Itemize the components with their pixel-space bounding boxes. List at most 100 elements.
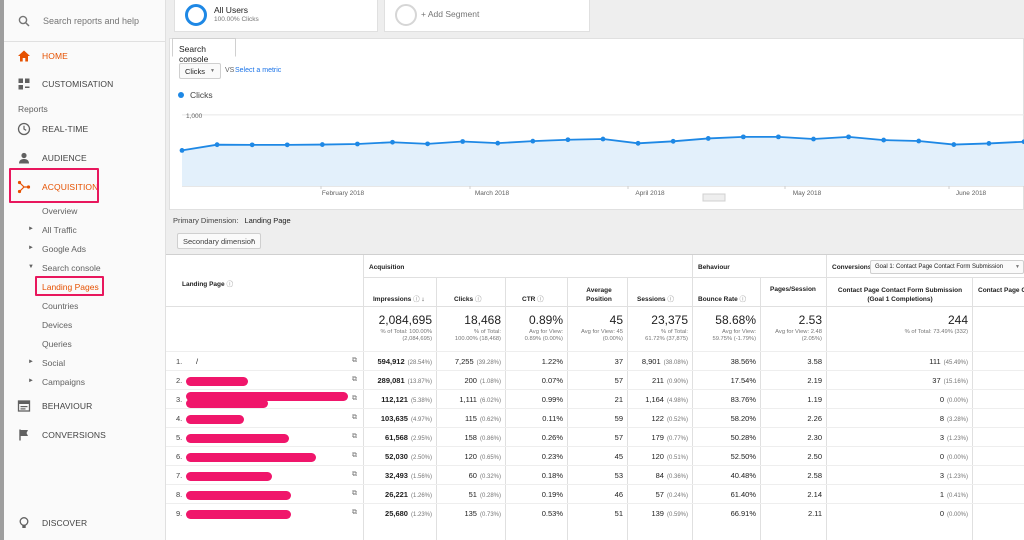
external-link-icon[interactable]: ⧉ <box>352 395 357 402</box>
goal-cell-value: 0 <box>939 452 944 461</box>
impressions-header[interactable]: Impressions ⓘ ↓ <box>373 293 425 303</box>
position-cell: 57 <box>614 433 623 442</box>
nav-acquisition[interactable]: ACQUISITION <box>4 175 165 199</box>
impressions-cell-value: 52,030 <box>385 452 408 461</box>
impressions-cell-value: 103,635 <box>380 414 408 423</box>
ctr-header[interactable]: CTR ⓘ <box>522 293 544 303</box>
goal-cell-value: 1 <box>939 490 944 499</box>
total-impressions-sub1: % of Total: 100.00% <box>380 329 432 335</box>
sessions-cell: 84 (0.36%) <box>627 471 688 480</box>
sub-all-traffic[interactable]: ► All Traffic <box>28 225 77 235</box>
empty-segment-ring-icon <box>395 4 417 26</box>
clicks-cell-pct: (0.28%) <box>479 493 501 499</box>
external-link-icon[interactable]: ⧉ <box>352 509 357 516</box>
nav-audience-label: AUDIENCE <box>42 153 87 163</box>
data-point <box>846 134 851 140</box>
table-row[interactable]: 7. ⧉ 32,493 (1.56%) 60 (0.32%) 0.18% 53 84 (0.36%… <box>166 465 1024 484</box>
table-row[interactable]: 1. / ⧉ 594,912 (28.54%) 7,255 (39.28%) 1.22% 37 8… <box>166 351 1024 370</box>
add-segment-button[interactable]: + Add Segment <box>384 0 590 32</box>
bounce-rate-header[interactable]: Bounce Rate ⓘ <box>698 293 746 303</box>
ctr-cell: 0.53% <box>541 509 563 518</box>
external-link-icon[interactable]: ⧉ <box>352 490 357 497</box>
table-row[interactable]: 2. ⧉ 289,081 (13.87%) 200 (1.08%) 0.07% 57 211 (0… <box>166 370 1024 389</box>
sub-google-ads[interactable]: ► Google Ads <box>28 244 86 254</box>
pps-cell: 2.19 <box>807 376 822 385</box>
nav-acquisition-label: ACQUISITION <box>42 182 99 192</box>
sessions-cell-value: 120 <box>651 452 664 461</box>
sub-search-console[interactable]: ▼ Search console <box>28 263 101 273</box>
table-row[interactable]: 4. ⧉ 103,635 (4.97%) 115 (0.62%) 0.11% 59 122 (0.… <box>166 408 1024 427</box>
total-pps: 2.53 <box>798 313 822 327</box>
sub-social[interactable]: ► Social <box>28 358 65 368</box>
sessions-header-label: Sessions <box>637 296 666 303</box>
clicks-header-label: Clicks <box>454 296 474 303</box>
goal-select[interactable]: Goal 1: Contact Page Contact Form Submis… <box>870 260 1024 274</box>
sub-campaigns[interactable]: ► Campaigns <box>28 377 85 387</box>
sessions-cell-value: 122 <box>651 414 664 423</box>
sub-queries[interactable]: Queries <box>42 339 72 349</box>
collapse-arrow-icon: ▼ <box>28 264 34 270</box>
total-pps-sub1: Avg for View: 2.48 <box>775 329 822 335</box>
sessions-cell-pct: (0.90%) <box>666 379 688 385</box>
total-bounce-sub2: 59.75% (-1.79%) <box>712 336 757 342</box>
table-row[interactable]: 9. ⧉ 25,680 (1.23%) 135 (0.73%) 0.53% 51 139 (0.5… <box>166 503 1024 522</box>
sub-landing-pages[interactable]: Landing Pages <box>42 282 99 292</box>
table-row[interactable]: 8. ⧉ 26,221 (1.26%) 51 (0.28%) 0.19% 46 57 (0.24%… <box>166 484 1024 503</box>
clicks-header[interactable]: Clicks ⓘ <box>454 293 481 303</box>
sidebar-search[interactable]: Search reports and help <box>4 0 165 42</box>
goal-cell: 111 (45.49%) <box>826 357 968 366</box>
sub-devices[interactable]: Devices <box>42 320 73 330</box>
external-link-icon[interactable]: ⧉ <box>352 376 357 383</box>
goal-truncated-header[interactable]: Contact Page C (Goa <box>978 287 1024 294</box>
external-link-icon[interactable]: ⧉ <box>352 452 357 459</box>
table-row[interactable]: 6. ⧉ 52,030 (2.50%) 120 (0.65%) 0.23% 45 120 (0.5… <box>166 446 1024 465</box>
avg-position-header[interactable]: Average Position <box>586 287 612 303</box>
landing-page-header[interactable]: Landing Page ⓘ <box>182 278 233 288</box>
x-tick-label: March 2018 <box>475 190 510 197</box>
nav-conversions[interactable]: CONVERSIONS <box>4 423 165 447</box>
data-point <box>600 136 606 142</box>
nav-behaviour[interactable]: BEHAVIOUR <box>4 394 165 418</box>
bounce-rate-header-label: Bounce Rate <box>698 296 738 303</box>
segment-ring-icon <box>185 4 207 26</box>
nav-discover[interactable]: DISCOVER <box>4 511 165 535</box>
total-pps-sub2: (2.05%) <box>801 336 822 342</box>
select-metric-link[interactable]: Select a metric <box>235 67 282 74</box>
clicks-cell: 115 (0.62%) <box>436 414 501 423</box>
sub-overview[interactable]: Overview <box>42 206 78 216</box>
goal-completions-header[interactable]: Contact Page Contact Form Submission (Go… <box>837 287 963 303</box>
tab-search-console[interactable]: Search console <box>172 38 236 64</box>
external-link-icon[interactable]: ⧉ <box>352 433 357 440</box>
sub-search-console-label: Search console <box>42 263 101 273</box>
table-row[interactable]: 3. ⧉ 112,121 (5.38%) 1,111 (6.02%) 0.99% 21 1,16… <box>166 389 1024 408</box>
table-row[interactable]: 5. ⧉ 61,568 (2.95%) 158 (0.86%) 0.26% 57 179 (0.7… <box>166 427 1024 446</box>
pps-cell: 3.58 <box>807 357 822 366</box>
pages-session-header[interactable]: Pages/Session <box>770 286 816 293</box>
total-ctr-sub2: 0.89% (0.00%) <box>524 336 563 342</box>
goal-cell-pct: (0.41%) <box>946 493 968 499</box>
nav-home[interactable]: HOME <box>4 44 165 68</box>
sessions-cell-pct: (0.52%) <box>666 417 688 423</box>
sessions-cell: 179 (0.77%) <box>627 433 688 442</box>
segment-all-users-label: All Users <box>214 5 249 15</box>
external-link-icon[interactable]: ⧉ <box>352 471 357 478</box>
nav-audience[interactable]: AUDIENCE <box>4 146 165 170</box>
landing-page-link[interactable]: / <box>196 357 199 366</box>
secondary-dimension-select[interactable]: Secondary dimension ▼ <box>177 233 261 249</box>
sessions-cell: 57 (0.24%) <box>627 490 688 499</box>
segment-all-users[interactable]: All Users 100.00% Clicks <box>174 0 378 32</box>
help-icon: ⓘ <box>413 296 420 303</box>
nav-customisation[interactable]: CUSTOMISATION <box>4 72 165 96</box>
sub-countries[interactable]: Countries <box>42 301 79 311</box>
sessions-header[interactable]: Sessions ⓘ <box>637 293 674 303</box>
total-position: 45 <box>609 313 623 327</box>
nav-realtime[interactable]: REAL-TIME <box>4 117 165 141</box>
external-link-icon[interactable]: ⧉ <box>352 357 357 364</box>
clicks-cell-value: 115 <box>465 414 477 423</box>
metric-select[interactable]: Clicks ▼ <box>179 63 221 79</box>
primary-dimension-value[interactable]: Landing Page <box>244 216 291 225</box>
clicks-cell: 7,255 (39.28%) <box>436 357 501 366</box>
impressions-cell-value: 26,221 <box>385 490 408 499</box>
impressions-cell: 52,030 (2.50%) <box>363 452 432 461</box>
external-link-icon[interactable]: ⧉ <box>352 414 357 421</box>
